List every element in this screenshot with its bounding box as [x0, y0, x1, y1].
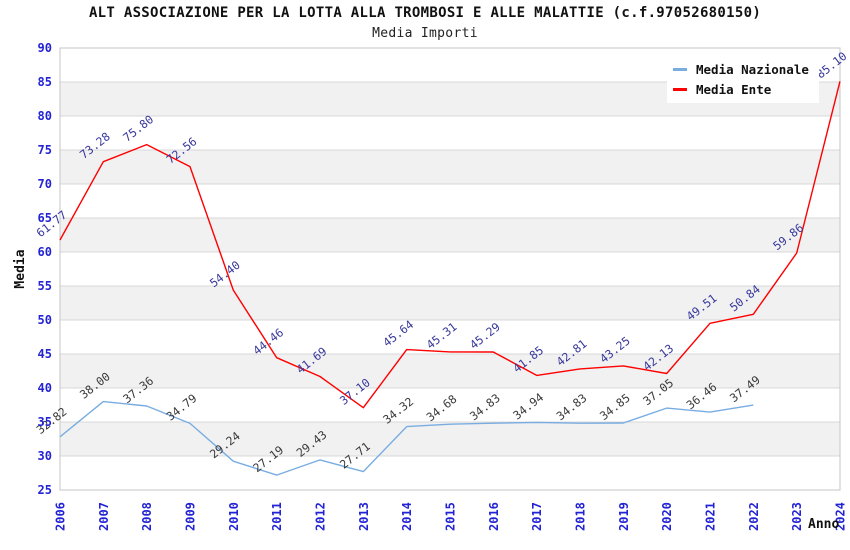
x-tick-label: 2018 [574, 502, 588, 531]
data-label-nazionale: 34.83 [554, 391, 590, 423]
data-label-ente: 44.46 [250, 325, 286, 357]
chart-subtitle: Media Importi [372, 26, 478, 41]
x-tick-label: 2010 [227, 502, 241, 531]
legend-item-media-nazionale: Media Nazionale [673, 59, 809, 79]
x-tick-label: 2012 [314, 502, 328, 531]
data-label-ente: 45.29 [467, 320, 503, 352]
data-label-ente: 54.40 [207, 258, 243, 290]
y-tick-label: 90 [38, 41, 52, 55]
x-tick-label: 2008 [140, 502, 154, 531]
x-tick-label: 2016 [487, 502, 501, 531]
x-tick-label: 2009 [184, 502, 198, 531]
legend-label-media-ente: Media Ente [696, 81, 772, 97]
x-tick-label: 2007 [97, 502, 111, 531]
x-axis-title: Anno [808, 517, 839, 532]
x-tick-label: 2014 [400, 502, 414, 531]
chart-title: ALT ASSOCIAZIONE PER LA LOTTA ALLA TROMB… [88, 5, 762, 21]
y-tick-label: 55 [38, 279, 52, 293]
y-tick-label: 25 [38, 483, 52, 497]
data-label-ente: 45.64 [380, 317, 416, 349]
plot-band [60, 218, 840, 252]
data-label-nazionale: 34.79 [164, 391, 200, 423]
y-tick-label: 70 [38, 177, 52, 191]
x-tick-label: 2017 [530, 502, 544, 531]
legend-label-media-nazionale: Media Nazionale [696, 61, 809, 77]
x-tick-label: 2015 [444, 502, 458, 531]
data-label-nazionale: 34.83 [467, 391, 503, 423]
x-tick-label: 2019 [617, 502, 631, 531]
x-tick-label: 2020 [660, 502, 674, 531]
data-label-nazionale: 34.94 [510, 390, 546, 422]
x-tick-label: 2006 [54, 502, 68, 531]
y-tick-label: 60 [38, 245, 52, 259]
y-tick-label: 30 [38, 449, 52, 463]
y-tick-label: 80 [38, 109, 52, 123]
y-tick-label: 65 [38, 211, 52, 225]
data-label-nazionale: 34.68 [424, 392, 460, 424]
x-tick-label: 2013 [357, 502, 371, 531]
y-axis-title: Media [13, 249, 28, 288]
y-tick-label: 40 [38, 381, 52, 395]
legend-key-media-ente-icon [673, 87, 687, 91]
data-label-ente: 45.31 [424, 320, 460, 352]
plot-band [60, 354, 840, 388]
y-tick-label: 50 [38, 313, 52, 327]
y-tick-label: 35 [38, 415, 52, 429]
x-tick-label: 2023 [790, 502, 804, 531]
legend-item-media-ente: Media Ente [673, 79, 809, 99]
y-tick-label: 45 [38, 347, 52, 361]
plot-band [60, 286, 840, 320]
series-line-media-ente [59, 81, 841, 409]
plot-band [60, 422, 840, 456]
x-tick-label: 2022 [747, 502, 761, 531]
legend-key-media-nazionale-icon [673, 67, 687, 71]
y-tick-label: 85 [38, 75, 52, 89]
series-line-media-nazionale [59, 400, 754, 476]
y-tick-label: 75 [38, 143, 52, 157]
data-label-ente: 85.10 [814, 49, 850, 81]
x-tick-label: 2024 [834, 502, 848, 531]
data-label-ente: 75.80 [120, 112, 156, 144]
legend: Media Nazionale Media Ente [667, 55, 819, 103]
data-label-nazionale: 34.85 [597, 391, 633, 423]
plot-border [59, 47, 841, 491]
x-tick-label: 2011 [270, 502, 284, 531]
x-tick-label: 2021 [704, 502, 718, 531]
